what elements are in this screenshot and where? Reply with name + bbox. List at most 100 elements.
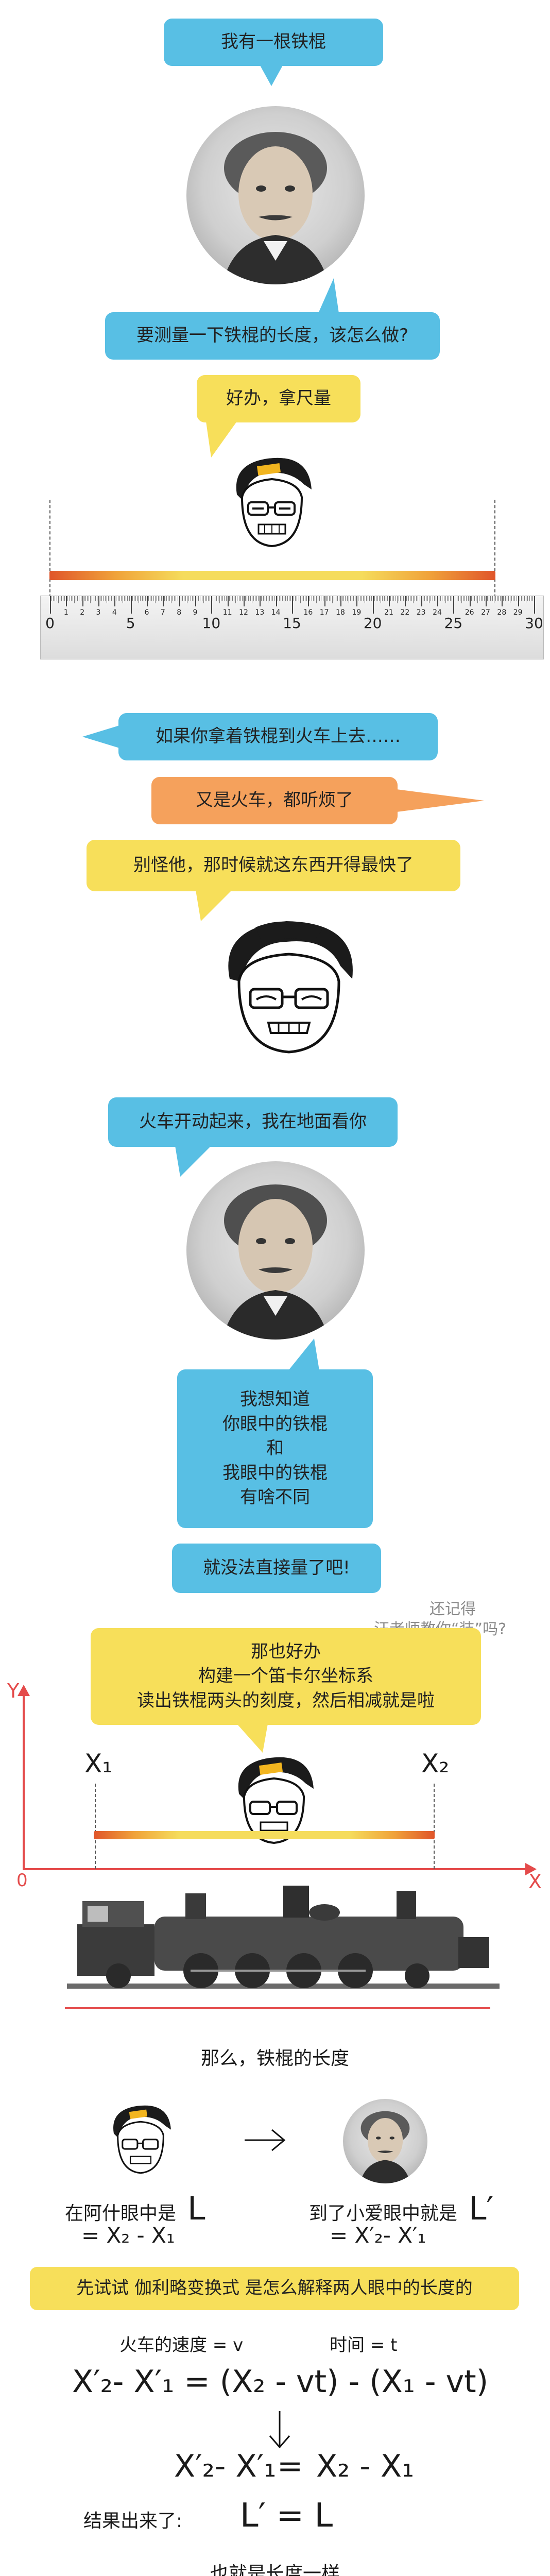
x-axis-label: X <box>528 1870 542 1893</box>
ruler-minor-tick <box>222 596 224 601</box>
ruler-tick <box>534 596 535 614</box>
dashed-marker-left <box>49 500 50 603</box>
ruler-minor-tick <box>272 596 273 601</box>
ruler-minor-tick <box>261 596 262 601</box>
ruler-minor-tick <box>350 596 351 601</box>
ruler-minor-tick <box>90 596 91 603</box>
ruler-tick <box>147 596 148 606</box>
speech-bubble-iron-rod: 我有一根铁棍 <box>164 19 383 66</box>
ruler-minor-tick <box>161 596 162 601</box>
speech-text: 好办，拿尺量 <box>226 388 331 409</box>
speech-text: 就没法直接量了吧! <box>203 1557 350 1579</box>
speech-bubble-cartesian: 那也好办 构建一个笛卡尔坐标系 读出铁棍两头的刻度，然后相减就是啦 <box>91 1628 481 1725</box>
ruler-tick <box>276 596 277 606</box>
ruler-minor-tick <box>508 596 509 601</box>
ruler-minor-tick <box>263 596 264 601</box>
cartoon-character-head <box>209 917 369 1061</box>
speech-bubble-cannot-measure: 就没法直接量了吧! <box>172 1544 381 1593</box>
einstein-portrait <box>186 1161 365 1340</box>
ruler-minor-tick <box>188 596 190 601</box>
ruler-minor-tick <box>258 596 259 601</box>
ruler-minor-tick <box>300 596 301 603</box>
einstein-portrait <box>186 106 365 284</box>
ruler-minor-tick <box>480 596 482 601</box>
x-axis <box>23 1868 529 1870</box>
ruler-tick-label: 10 <box>202 615 221 632</box>
ruler-minor-tick <box>511 596 512 601</box>
ruler-minor-tick <box>51 596 53 601</box>
ruler-tick-label: 15 <box>283 615 301 632</box>
ruler-minor-tick <box>416 596 417 601</box>
ruler-tick <box>502 596 503 606</box>
ruler-minor-tick <box>329 596 330 601</box>
left-view-text: 在阿什眼中是 <box>65 2203 177 2224</box>
ruler-minor-tick <box>219 596 220 603</box>
speech-text: 别怪他，那时候就这东西开得最快了 <box>133 855 414 876</box>
ruler-tick-label: 0 <box>45 615 55 632</box>
right-view-line-1: 到了小爱眼中就是 L′ <box>309 2190 494 2227</box>
bubble-tail <box>175 1146 211 1177</box>
ruler-minor-tick <box>153 596 154 601</box>
ruler-minor-tick <box>400 596 401 601</box>
speech-line: 构建一个笛卡尔坐标系 <box>198 1666 373 1687</box>
ruler-tick-label: 9 <box>193 608 198 617</box>
left-view-formula: = X₂ - X₁ <box>81 2223 175 2248</box>
ruler-tick <box>389 596 390 606</box>
ruler-minor-tick <box>450 596 451 601</box>
ruler-minor-tick <box>269 596 270 601</box>
ruler-tick-label: 23 <box>416 608 426 617</box>
speech-text: 我有一根铁棍 <box>221 31 326 53</box>
ruler-minor-tick <box>347 596 348 601</box>
banner-text: 先试试 伽利略变换式 是怎么解释两人眼中的长度的 <box>76 2278 473 2299</box>
ruler-tick-label: 18 <box>336 608 345 617</box>
ruler-minor-tick <box>226 596 227 601</box>
ruler-tick-label: 17 <box>319 608 329 617</box>
ruler-tick <box>114 596 116 606</box>
ruler-minor-tick <box>256 596 257 601</box>
ruler-minor-tick <box>121 596 122 601</box>
ruler-minor-tick <box>103 596 104 601</box>
origin-label: 0 <box>16 1870 28 1891</box>
bubble-tail <box>318 278 339 313</box>
track-line <box>65 2007 490 2009</box>
iron-rod <box>94 1831 435 1839</box>
speech-bubble-train-moving: 火车开动起来，我在地面看你 <box>108 1097 398 1147</box>
ruler-minor-tick <box>379 596 380 601</box>
ruler-minor-tick <box>235 596 236 603</box>
ruler-tick <box>356 596 358 606</box>
ruler-minor-tick <box>135 596 136 601</box>
ruler-minor-tick <box>366 596 367 601</box>
ruler-tick-label: 21 <box>384 608 393 617</box>
ruler-minor-tick <box>185 596 186 601</box>
ruler-minor-tick <box>514 596 515 601</box>
ruler-tick-label: 12 <box>239 608 248 617</box>
ruler-minor-tick <box>393 596 394 601</box>
ruler-minor-tick <box>440 596 441 601</box>
ruler-minor-tick <box>279 596 280 601</box>
speech-text: 火车开动起来，我在地面看你 <box>139 1111 367 1132</box>
ruler-tick <box>437 596 438 606</box>
ruler-minor-tick <box>108 596 109 601</box>
ruler-minor-tick <box>53 596 54 601</box>
ruler-minor-tick <box>154 596 156 603</box>
right-view-symbol: L′ <box>469 2190 494 2227</box>
ruler-minor-tick <box>71 596 72 601</box>
ruler-tick <box>130 596 132 614</box>
ruler-tick-label: 2 <box>80 608 85 617</box>
x-axis-arrow <box>525 1863 537 1875</box>
ruler-minor-tick <box>527 596 528 601</box>
ruler-minor-tick <box>313 596 314 601</box>
ruler-tick-label: 1 <box>63 608 68 617</box>
ruler-minor-tick <box>137 596 138 601</box>
ruler-minor-tick <box>303 596 304 601</box>
ruler-minor-tick <box>345 596 346 601</box>
ruler-minor-tick <box>216 596 217 601</box>
ruler-minor-tick <box>390 596 391 601</box>
ruler-tick-label: 3 <box>96 608 101 617</box>
speech-bubble-measure-question: 要测量一下铁棍的长度，该怎么做? <box>105 312 440 360</box>
ruler-minor-tick <box>285 596 286 601</box>
steam-locomotive <box>67 1875 500 1999</box>
ruler-minor-tick <box>495 596 496 601</box>
result-equation: L′ = L <box>240 2497 333 2535</box>
ruler-minor-tick <box>151 596 152 601</box>
